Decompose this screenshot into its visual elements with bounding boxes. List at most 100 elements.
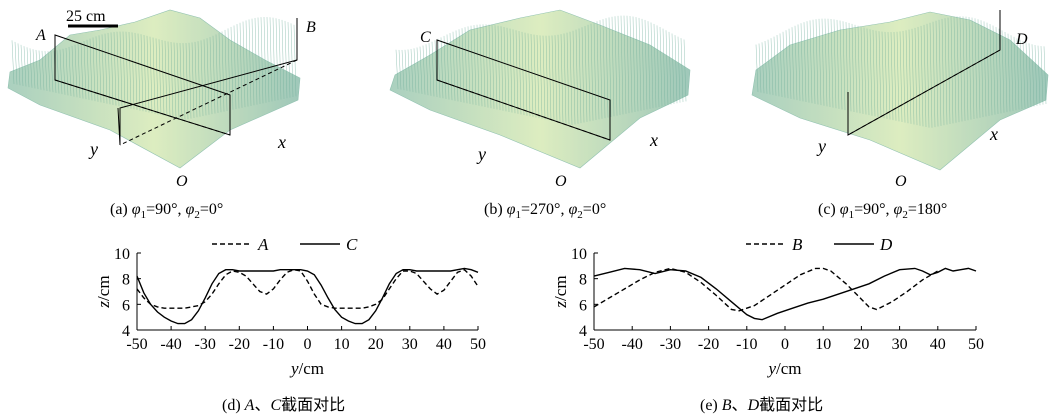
x-tick-label: -10 bbox=[736, 336, 757, 353]
mesh-line bbox=[248, 19, 252, 106]
mesh-line bbox=[914, 27, 918, 126]
mesh-line bbox=[971, 17, 975, 120]
surface-mesh-a bbox=[7, 9, 301, 169]
mesh-line bbox=[929, 22, 933, 128]
surface-panel-c: D y x O (c) φ1=90°, φ2=180° bbox=[751, 10, 1049, 221]
mesh-line bbox=[476, 24, 480, 106]
mesh-line bbox=[584, 26, 588, 122]
label-A: A bbox=[35, 27, 46, 44]
mesh-line bbox=[242, 21, 246, 108]
mesh-line bbox=[29, 48, 33, 88]
mesh-line bbox=[65, 47, 69, 96]
mesh-line bbox=[410, 48, 414, 93]
mesh-line bbox=[578, 28, 582, 124]
mesh-line bbox=[860, 26, 864, 114]
mesh-line bbox=[491, 24, 495, 109]
mesh-line bbox=[1016, 38, 1020, 110]
mesh-line bbox=[224, 29, 228, 112]
series-line-A bbox=[136, 268, 479, 309]
x-tick-label: 0 bbox=[304, 336, 312, 353]
mesh-line bbox=[560, 34, 564, 124]
origin-label-b: O bbox=[555, 173, 567, 190]
mesh-line bbox=[269, 17, 273, 102]
mesh-line bbox=[830, 18, 834, 108]
y-tick-label: 6 bbox=[122, 297, 130, 314]
mesh-line bbox=[506, 27, 510, 112]
mesh-line bbox=[284, 20, 288, 99]
y-tick-label: 8 bbox=[579, 272, 587, 289]
mesh-line bbox=[596, 21, 600, 120]
mesh-line bbox=[968, 17, 972, 120]
mesh-line bbox=[647, 21, 651, 109]
mesh-line bbox=[158, 39, 162, 116]
mesh-line bbox=[872, 30, 876, 117]
mesh-line bbox=[878, 31, 882, 118]
mesh-line bbox=[644, 19, 648, 110]
mesh-line bbox=[521, 31, 525, 116]
y-axis-label: z/cm bbox=[94, 275, 113, 308]
mesh-line bbox=[533, 34, 537, 118]
mesh-line bbox=[23, 46, 27, 87]
mesh-line bbox=[668, 31, 672, 105]
mesh-line bbox=[569, 31, 573, 126]
mesh-line bbox=[1004, 31, 1008, 113]
mesh-line bbox=[809, 20, 813, 104]
mesh-line bbox=[440, 37, 444, 99]
x-tick-label: 50 bbox=[470, 336, 486, 353]
mesh-line bbox=[119, 31, 123, 107]
mesh-line bbox=[974, 18, 978, 119]
mesh-line bbox=[473, 25, 477, 106]
mesh-line bbox=[815, 19, 819, 105]
mesh-line bbox=[173, 42, 177, 119]
mesh-line bbox=[899, 31, 903, 123]
mesh-line bbox=[71, 45, 75, 97]
mesh-line bbox=[200, 40, 204, 117]
legend-label-C: C bbox=[346, 235, 358, 254]
mesh-line bbox=[167, 41, 171, 117]
section-line-D-dashed bbox=[847, 49, 1001, 136]
y-tick-label: 10 bbox=[571, 246, 587, 263]
axis-label-y-c: y bbox=[816, 136, 826, 156]
origin-label-c: O bbox=[895, 173, 907, 190]
mesh-line bbox=[272, 17, 276, 101]
x-tick-label: 10 bbox=[815, 336, 831, 353]
chart-e: -50 -40 -30 -20 -10 0 10 20 30 40 50 4 6 8 10 y/cm z/cm B… bbox=[551, 235, 984, 378]
mesh-line bbox=[206, 38, 210, 115]
mesh-line bbox=[989, 24, 993, 116]
mesh-line bbox=[656, 25, 660, 108]
mesh-line bbox=[452, 31, 456, 101]
mesh-line bbox=[572, 30, 576, 125]
mesh-line bbox=[866, 28, 870, 116]
mesh-line bbox=[926, 23, 930, 128]
axis-label-y-a: y bbox=[88, 139, 98, 159]
mesh-line bbox=[494, 25, 498, 110]
mesh-line bbox=[635, 17, 639, 112]
label-D: D bbox=[1015, 31, 1028, 48]
mesh-line bbox=[881, 31, 885, 119]
mesh-line bbox=[245, 20, 249, 107]
mesh-line bbox=[482, 24, 486, 108]
mesh-line bbox=[149, 36, 153, 114]
mesh-line bbox=[215, 34, 219, 113]
mesh-line bbox=[953, 16, 957, 123]
caption-a: (a) φ1=90°, φ2=0° bbox=[110, 201, 223, 221]
mesh-line bbox=[566, 32, 570, 125]
mesh-line bbox=[86, 39, 90, 100]
mesh-line bbox=[251, 18, 255, 106]
mesh-line bbox=[419, 46, 423, 94]
mesh-line bbox=[842, 21, 846, 111]
mesh-line bbox=[653, 23, 657, 108]
mesh-line bbox=[773, 36, 777, 96]
mesh-line bbox=[554, 35, 558, 122]
mesh-line bbox=[995, 27, 999, 115]
mesh-line bbox=[944, 18, 948, 125]
mesh-line bbox=[140, 34, 144, 112]
caption-e: (e) B、D截面对比 bbox=[700, 396, 823, 414]
mesh-line bbox=[869, 29, 873, 116]
mesh-line bbox=[785, 30, 789, 99]
mesh-line bbox=[980, 20, 984, 118]
mesh-line bbox=[617, 15, 621, 116]
x-tick-label: -10 bbox=[263, 336, 284, 353]
mesh-line bbox=[893, 32, 897, 121]
mesh-line bbox=[1007, 33, 1011, 112]
